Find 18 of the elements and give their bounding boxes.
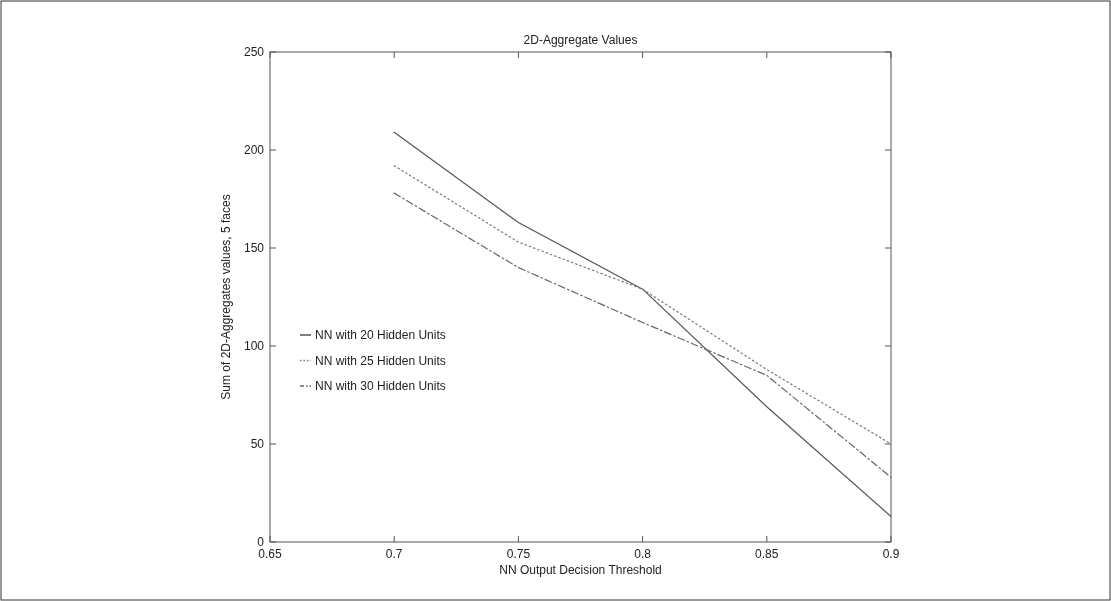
legend-label: NN with 30 Hidden Units: [315, 379, 446, 393]
x-tick-label: 0.8: [634, 547, 652, 561]
y-tick-label: 100: [243, 339, 265, 353]
x-tick-label: 0.75: [506, 547, 531, 561]
y-tick-label: 250: [243, 45, 265, 59]
chart-title: 2D-Aggregate Values: [523, 33, 638, 47]
y-tick-label: 150: [243, 241, 265, 255]
x-tick-label: 0.65: [258, 547, 282, 561]
x-tick-label: 0.9: [882, 547, 900, 561]
y-axis-title: Sum of 2D-Aggregates values, 5 faces: [219, 194, 233, 400]
legend-label: NN with 25 Hidden Units: [315, 353, 446, 368]
y-tick-label: 200: [243, 143, 265, 157]
x-tick-label: 0.85: [755, 547, 779, 561]
y-tick-label: 50: [250, 437, 265, 451]
x-axis-title: NN Output Decision Threshold: [499, 563, 662, 577]
legend-label: NN with 20 Hidden Units: [315, 328, 446, 342]
x-tick-label: 0.7: [385, 547, 403, 561]
y-tick-label: 0: [257, 535, 265, 549]
